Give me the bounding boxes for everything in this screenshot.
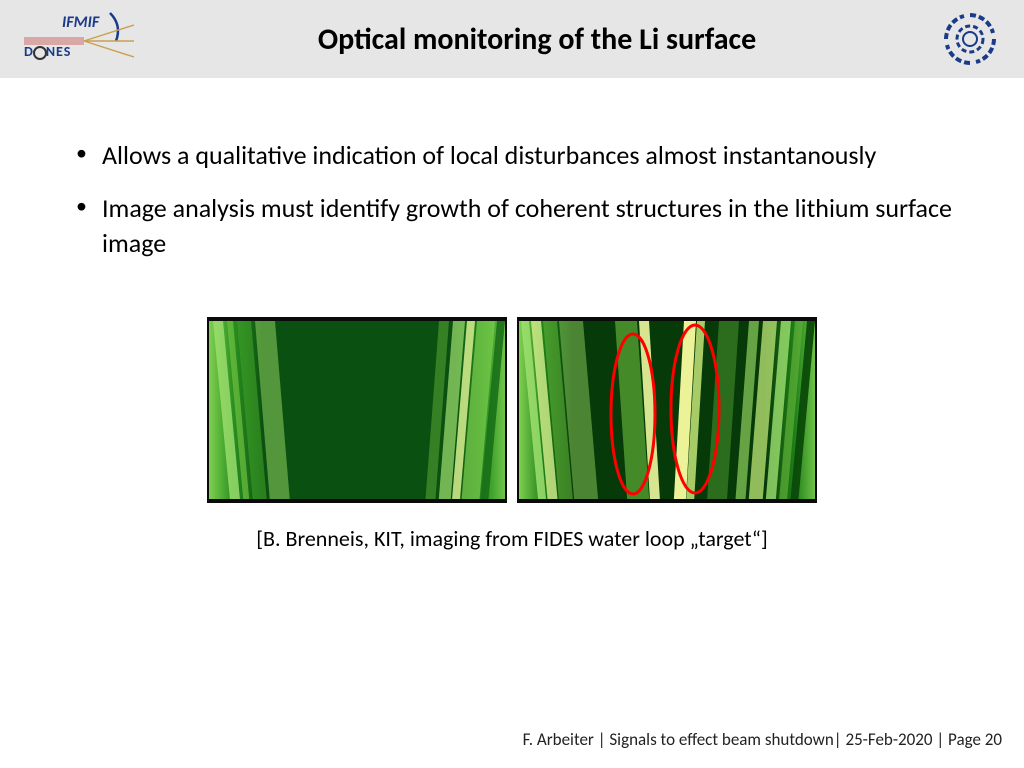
footer-author: F. Arbeiter [523, 729, 594, 750]
slide-title: Optical monitoring of the Li surface [134, 21, 940, 58]
li-surface-left-svg [209, 321, 507, 503]
dones-post: NES [46, 43, 72, 60]
image-caption: [B. Brenneis, KIT, imaging from FIDES wa… [70, 525, 954, 552]
slide-footer: F. Arbeiter | Signals to effect beam shu… [523, 729, 1002, 750]
ifmif-dones-logo: IFMIF DNES [24, 11, 134, 67]
lithium-surface-image-right [517, 317, 817, 503]
footer-sep: | [834, 729, 846, 750]
li-surface-right-svg [519, 321, 817, 503]
slide-content: Allows a qualitative indication of local… [0, 78, 1024, 552]
eurofusion-logo [940, 9, 1000, 69]
image-row [70, 317, 954, 503]
footer-sep: | [598, 729, 610, 750]
footer-date: 25-Feb-2020 [845, 729, 932, 750]
footer-page: Page 20 [948, 729, 1002, 750]
bullet-item: Image analysis must identify growth of c… [70, 191, 954, 261]
footer-topic: Signals to effect beam shutdown [609, 729, 833, 750]
ring-logo-icon [940, 9, 1000, 69]
dones-label: DNES [24, 43, 71, 60]
header-bar: IFMIF DNES Optical monitoring of the Li … [0, 0, 1024, 78]
dones-o-ring-icon [33, 46, 47, 60]
footer-sep: | [936, 729, 948, 750]
bullet-list: Allows a qualitative indication of local… [70, 138, 954, 261]
ifmif-label: IFMIF [62, 13, 99, 32]
lithium-surface-image-left [207, 317, 507, 503]
bullet-item: Allows a qualitative indication of local… [70, 138, 954, 173]
